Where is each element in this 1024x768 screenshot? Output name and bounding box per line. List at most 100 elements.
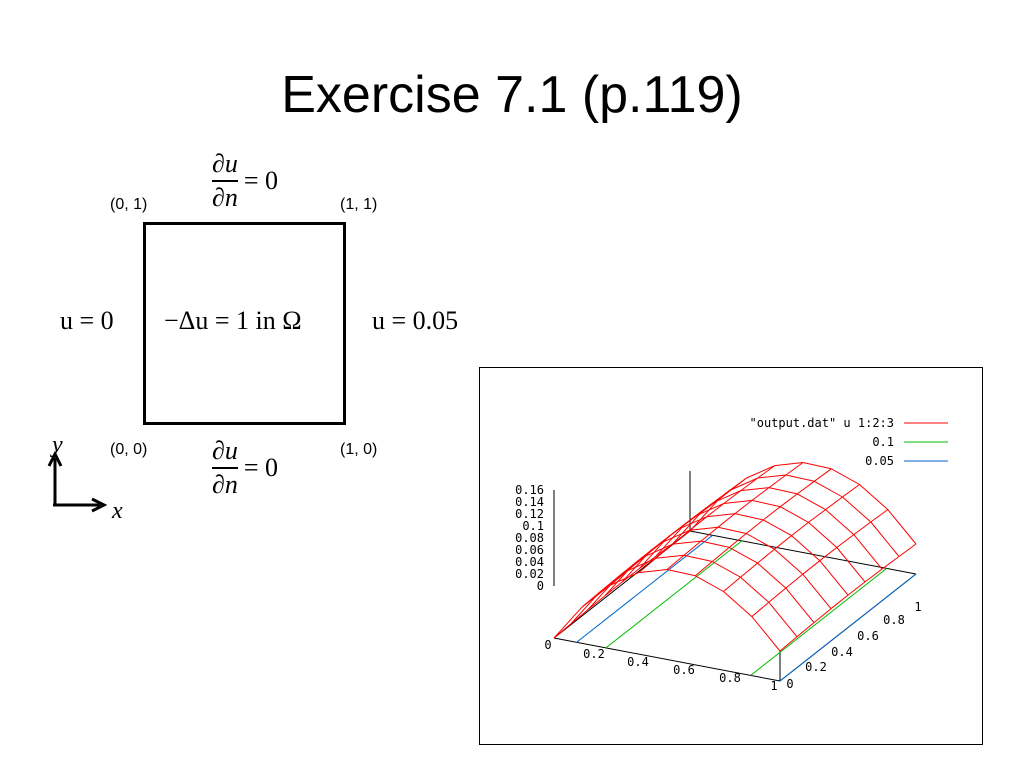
surface-mesh-line — [717, 513, 736, 528]
contour-0.05 — [779, 573, 917, 682]
surface-mesh-line — [785, 462, 804, 476]
surface-mesh-line — [734, 500, 753, 514]
bottom-bc-rhs: = 0 — [243, 453, 279, 482]
contour-0.1 — [750, 568, 888, 676]
y-tick: 0.4 — [831, 645, 853, 659]
surface-mesh-line — [813, 608, 832, 623]
surface-mesh-line — [723, 490, 742, 504]
surface-mesh-line — [683, 540, 702, 556]
surface-mesh-line — [791, 535, 821, 562]
x-tick: 0.2 — [583, 647, 605, 661]
surface-mesh-line — [728, 533, 747, 548]
surface-mesh-line — [672, 540, 702, 545]
z-tick: 0.08 — [515, 531, 544, 545]
surface-mesh-line — [768, 587, 787, 603]
surface-mesh-line — [785, 587, 815, 623]
surface-mesh-line — [836, 534, 855, 548]
surface-mesh-line — [678, 516, 708, 530]
surface-mesh-line — [666, 569, 696, 577]
y-arrow-head — [47, 450, 63, 467]
surface-mesh-line — [751, 487, 770, 501]
surface-mesh-line — [604, 564, 634, 597]
surface-mesh-line — [700, 490, 730, 513]
surface-mesh-line — [570, 592, 600, 625]
plot-legend: "output.dat" u 1:2:3 0.1 0.05 — [750, 416, 948, 468]
surface-mesh-line — [706, 513, 736, 518]
surface-mesh-line — [745, 519, 764, 534]
surface-mesh-line — [842, 496, 872, 523]
bottom-boundary-condition: ∂u ∂n = 0 — [212, 437, 278, 499]
surface-mesh-line — [740, 477, 759, 492]
surface-plot: "output.dat" u 1:2:3 0.1 0.05 0.16 0.14 … — [515, 416, 948, 693]
legend-entry-0.05: 0.05 — [865, 454, 894, 468]
surface-mesh-line — [689, 526, 719, 531]
surface-mesh-line — [717, 477, 747, 501]
corner-bottom-right: (1, 0) — [340, 441, 378, 458]
surface-mesh-line — [780, 506, 809, 523]
x-axis-ticks: 0 0.2 0.4 0.6 0.8 1 — [544, 638, 777, 693]
surface-mesh-line — [746, 465, 776, 479]
y-tick: 0 — [786, 677, 793, 691]
left-boundary-condition: u = 0 — [60, 306, 114, 335]
surface-mesh-line — [762, 506, 781, 521]
z-tick: 0.14 — [515, 495, 544, 509]
surface-mesh-line — [723, 499, 753, 504]
surface-mesh-line — [695, 575, 724, 592]
surface-mesh-line — [638, 569, 668, 574]
top-bc-fraction-bar — [212, 180, 238, 182]
surface-mesh-line — [853, 534, 883, 570]
surface-mesh-line — [604, 581, 623, 597]
surface-mesh-line — [638, 557, 657, 573]
y-tick: 0.6 — [857, 629, 879, 643]
surface-mesh-line — [859, 484, 889, 510]
surface-mesh-line — [898, 543, 917, 557]
surface-mesh-line — [797, 480, 815, 495]
surface-mesh-line — [825, 509, 855, 535]
x-arrow-head — [91, 497, 108, 513]
surface-mesh-line — [830, 594, 849, 610]
top-boundary-condition: ∂u ∂n = 0 — [212, 150, 278, 212]
surface-mesh-line — [740, 576, 770, 603]
surface-mesh-line — [694, 561, 713, 577]
surface-mesh-line — [808, 522, 838, 548]
bottom-bc-fraction-bar — [212, 467, 238, 469]
axes-indicator: y x — [47, 432, 123, 524]
top-bc-numerator: ∂u — [212, 149, 238, 178]
z-tick: 0.1 — [522, 519, 544, 533]
surface-mesh-line — [655, 554, 685, 559]
x-tick: 1 — [770, 679, 777, 693]
surface-mesh-line — [836, 547, 866, 583]
surface-mesh-line — [785, 573, 804, 589]
surface-mesh-line — [740, 487, 770, 492]
surface-mesh-line — [655, 524, 685, 557]
y-tick: 0.2 — [805, 660, 827, 674]
surface-mesh-line — [757, 548, 775, 564]
legend-entry-output: "output.dat" u 1:2:3 — [750, 416, 895, 430]
x-axis-label: x — [111, 498, 123, 524]
z-tick: 0.02 — [515, 567, 544, 581]
y-axis-label: y — [50, 432, 63, 458]
surface-mesh-line — [797, 493, 826, 511]
contour-0.1 — [605, 540, 743, 649]
surface-mesh-line — [757, 562, 787, 589]
surface-mesh-line — [768, 487, 798, 495]
legend-entry-0.1: 0.1 — [872, 435, 894, 449]
surface-mesh-line — [621, 568, 640, 583]
surface-mesh-line — [706, 503, 725, 518]
y-tick: 1 — [914, 600, 921, 614]
x-tick: 0 — [544, 638, 551, 652]
surface-mesh-line — [729, 546, 758, 564]
surface-plot-frame: "output.dat" u 1:2:3 0.1 0.05 0.16 0.14 … — [479, 367, 983, 745]
surface-mesh-line — [711, 547, 730, 562]
bottom-bc-denominator: ∂n — [212, 470, 238, 499]
surface-mesh-line — [700, 540, 730, 548]
surface-mesh-line — [627, 557, 657, 572]
surface-mesh-line — [853, 521, 872, 536]
surface-mesh-line — [672, 529, 691, 545]
base-edge-back-x — [689, 530, 917, 575]
surface-mesh-line — [723, 591, 753, 617]
surface-mesh-line — [814, 480, 843, 498]
surface-mesh-line — [808, 509, 826, 523]
surface-mesh-line — [842, 484, 860, 498]
slide-title: Exercise 7.1 (p.119) — [281, 66, 743, 124]
